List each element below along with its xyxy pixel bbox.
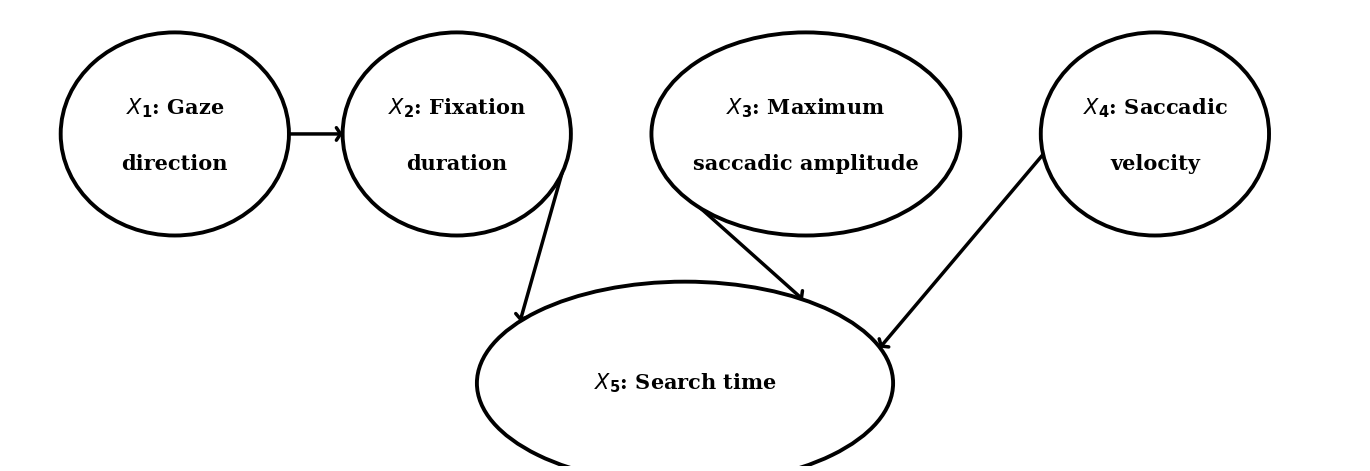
- Text: $\mathbf{\mathit{X}_1}$: Gaze: $\mathbf{\mathit{X}_1}$: Gaze: [126, 97, 225, 121]
- Text: $\mathbf{\mathit{X}_4}$: Saccadic: $\mathbf{\mathit{X}_4}$: Saccadic: [1082, 97, 1228, 121]
- Text: saccadic amplitude: saccadic amplitude: [693, 154, 919, 174]
- Text: $\mathbf{\mathit{X}_3}$: Maximum: $\mathbf{\mathit{X}_3}$: Maximum: [726, 97, 885, 121]
- Text: velocity: velocity: [1110, 154, 1200, 174]
- Ellipse shape: [1041, 32, 1269, 236]
- Ellipse shape: [477, 282, 893, 471]
- Ellipse shape: [60, 32, 289, 236]
- Text: $\mathbf{\mathit{X}_5}$: Search time: $\mathbf{\mathit{X}_5}$: Search time: [593, 372, 777, 395]
- Ellipse shape: [651, 32, 960, 236]
- Ellipse shape: [342, 32, 571, 236]
- Text: $\mathbf{\mathit{X}_2}$: Fixation: $\mathbf{\mathit{X}_2}$: Fixation: [388, 97, 526, 121]
- Text: direction: direction: [122, 154, 227, 174]
- Text: duration: duration: [406, 154, 507, 174]
